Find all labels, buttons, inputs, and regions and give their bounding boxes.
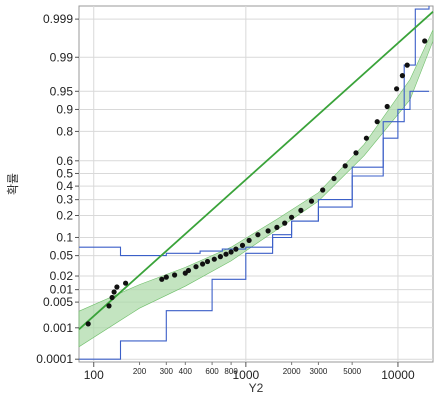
x-axis-title: Y2 bbox=[249, 381, 264, 395]
data-point-12 bbox=[200, 261, 206, 267]
fit-line-group bbox=[78, 11, 434, 331]
simultaneous-bands bbox=[79, 6, 430, 360]
data-point-21 bbox=[255, 232, 261, 238]
y-tick-label-14: 0.005 bbox=[43, 295, 73, 309]
y-tick-label-9: 0.2 bbox=[56, 208, 73, 222]
confidence-band bbox=[78, 29, 434, 348]
data-point-30 bbox=[342, 163, 348, 169]
y-tick-label-7: 0.4 bbox=[56, 179, 73, 193]
data-point-13 bbox=[204, 258, 211, 265]
data-point-11 bbox=[193, 264, 199, 270]
y-tick-label-4: 0.8 bbox=[56, 124, 73, 138]
data-point-36 bbox=[399, 73, 405, 79]
y-tick-label-5: 0.6 bbox=[56, 154, 73, 168]
y-tick-label-3: 0.9 bbox=[56, 102, 73, 116]
y-tick-label-0: 0.999 bbox=[43, 12, 73, 26]
fit-line bbox=[78, 11, 434, 331]
x-minor-tick-label-3: 600 bbox=[205, 367, 219, 376]
data-point-16 bbox=[223, 251, 229, 257]
x-minor-tick-label-7: 5000 bbox=[343, 367, 361, 376]
y-axis-ticks: 0.999 0.99 0.95 0.9 0.8 0.60.50.40.30.2 0.1 0.0… bbox=[36, 12, 79, 366]
data-point-8 bbox=[172, 272, 178, 278]
data-point-24 bbox=[282, 220, 288, 226]
data-point-23 bbox=[274, 224, 280, 230]
data-point-17 bbox=[228, 249, 234, 255]
y-axis-title: 확률 bbox=[6, 173, 20, 195]
data-point-0 bbox=[85, 321, 91, 327]
x-minor-tick-label-4: 800 bbox=[224, 367, 238, 376]
data-point-6 bbox=[159, 276, 165, 282]
data-point-32 bbox=[363, 135, 369, 141]
x-major-tick-label-2: 10000 bbox=[381, 368, 415, 382]
y-tick-label-11: 0.05 bbox=[50, 249, 74, 263]
y-tick-label-10: 0.1 bbox=[56, 230, 73, 244]
x-minor-tick-label-0: 200 bbox=[133, 367, 147, 376]
data-point-3 bbox=[111, 289, 117, 295]
y-tick-label-15: 0.001 bbox=[43, 321, 73, 335]
data-point-26 bbox=[298, 207, 304, 213]
x-axis-ticks: 100 1000 10000 200 300 400 600 800 2000 3000 5000 bbox=[84, 362, 415, 382]
data-point-15 bbox=[217, 254, 223, 260]
y-tick-label-13: 0.01 bbox=[50, 283, 74, 297]
data-point-37 bbox=[404, 62, 410, 68]
data-point-5 bbox=[123, 280, 129, 286]
data-point-25 bbox=[289, 214, 295, 220]
data-point-35 bbox=[394, 86, 400, 92]
y-tick-label-2: 0.95 bbox=[50, 84, 74, 98]
data-point-33 bbox=[374, 119, 380, 125]
y-tick-label-12: 0.02 bbox=[50, 269, 74, 283]
simultaneous-band-upper bbox=[79, 6, 430, 257]
data-points bbox=[85, 38, 428, 327]
data-point-34 bbox=[384, 103, 390, 110]
x-major-tick-label-0: 100 bbox=[84, 368, 104, 382]
y-tick-label-16: 0.0001 bbox=[36, 352, 73, 366]
data-point-20 bbox=[246, 237, 252, 243]
simultaneous-band-lower bbox=[79, 90, 429, 360]
data-point-14 bbox=[211, 256, 217, 262]
x-minor-tick-label-6: 3000 bbox=[310, 367, 328, 376]
data-point-38 bbox=[422, 38, 428, 44]
data-point-7 bbox=[163, 274, 169, 280]
data-point-29 bbox=[331, 175, 337, 182]
x-major-tick-label-1: 1000 bbox=[232, 368, 259, 382]
data-point-28 bbox=[320, 187, 326, 193]
data-point-18 bbox=[233, 246, 239, 252]
x-minor-tick-label-2: 400 bbox=[179, 367, 193, 376]
y-tick-label-8: 0.3 bbox=[56, 193, 73, 207]
x-minor-tick-label-1: 300 bbox=[160, 367, 174, 376]
y-tick-label-1: 0.99 bbox=[50, 50, 74, 64]
data-point-2 bbox=[109, 294, 115, 301]
data-point-1 bbox=[106, 303, 112, 309]
data-point-4 bbox=[114, 284, 120, 290]
x-minor-tick-label-5: 2000 bbox=[283, 367, 301, 376]
data-point-22 bbox=[265, 228, 271, 234]
data-point-19 bbox=[239, 242, 246, 248]
confidence-band-area bbox=[78, 29, 434, 348]
data-point-27 bbox=[308, 198, 315, 204]
y-tick-label-6: 0.5 bbox=[56, 166, 73, 180]
data-point-10 bbox=[185, 267, 192, 274]
data-point-31 bbox=[353, 150, 359, 156]
